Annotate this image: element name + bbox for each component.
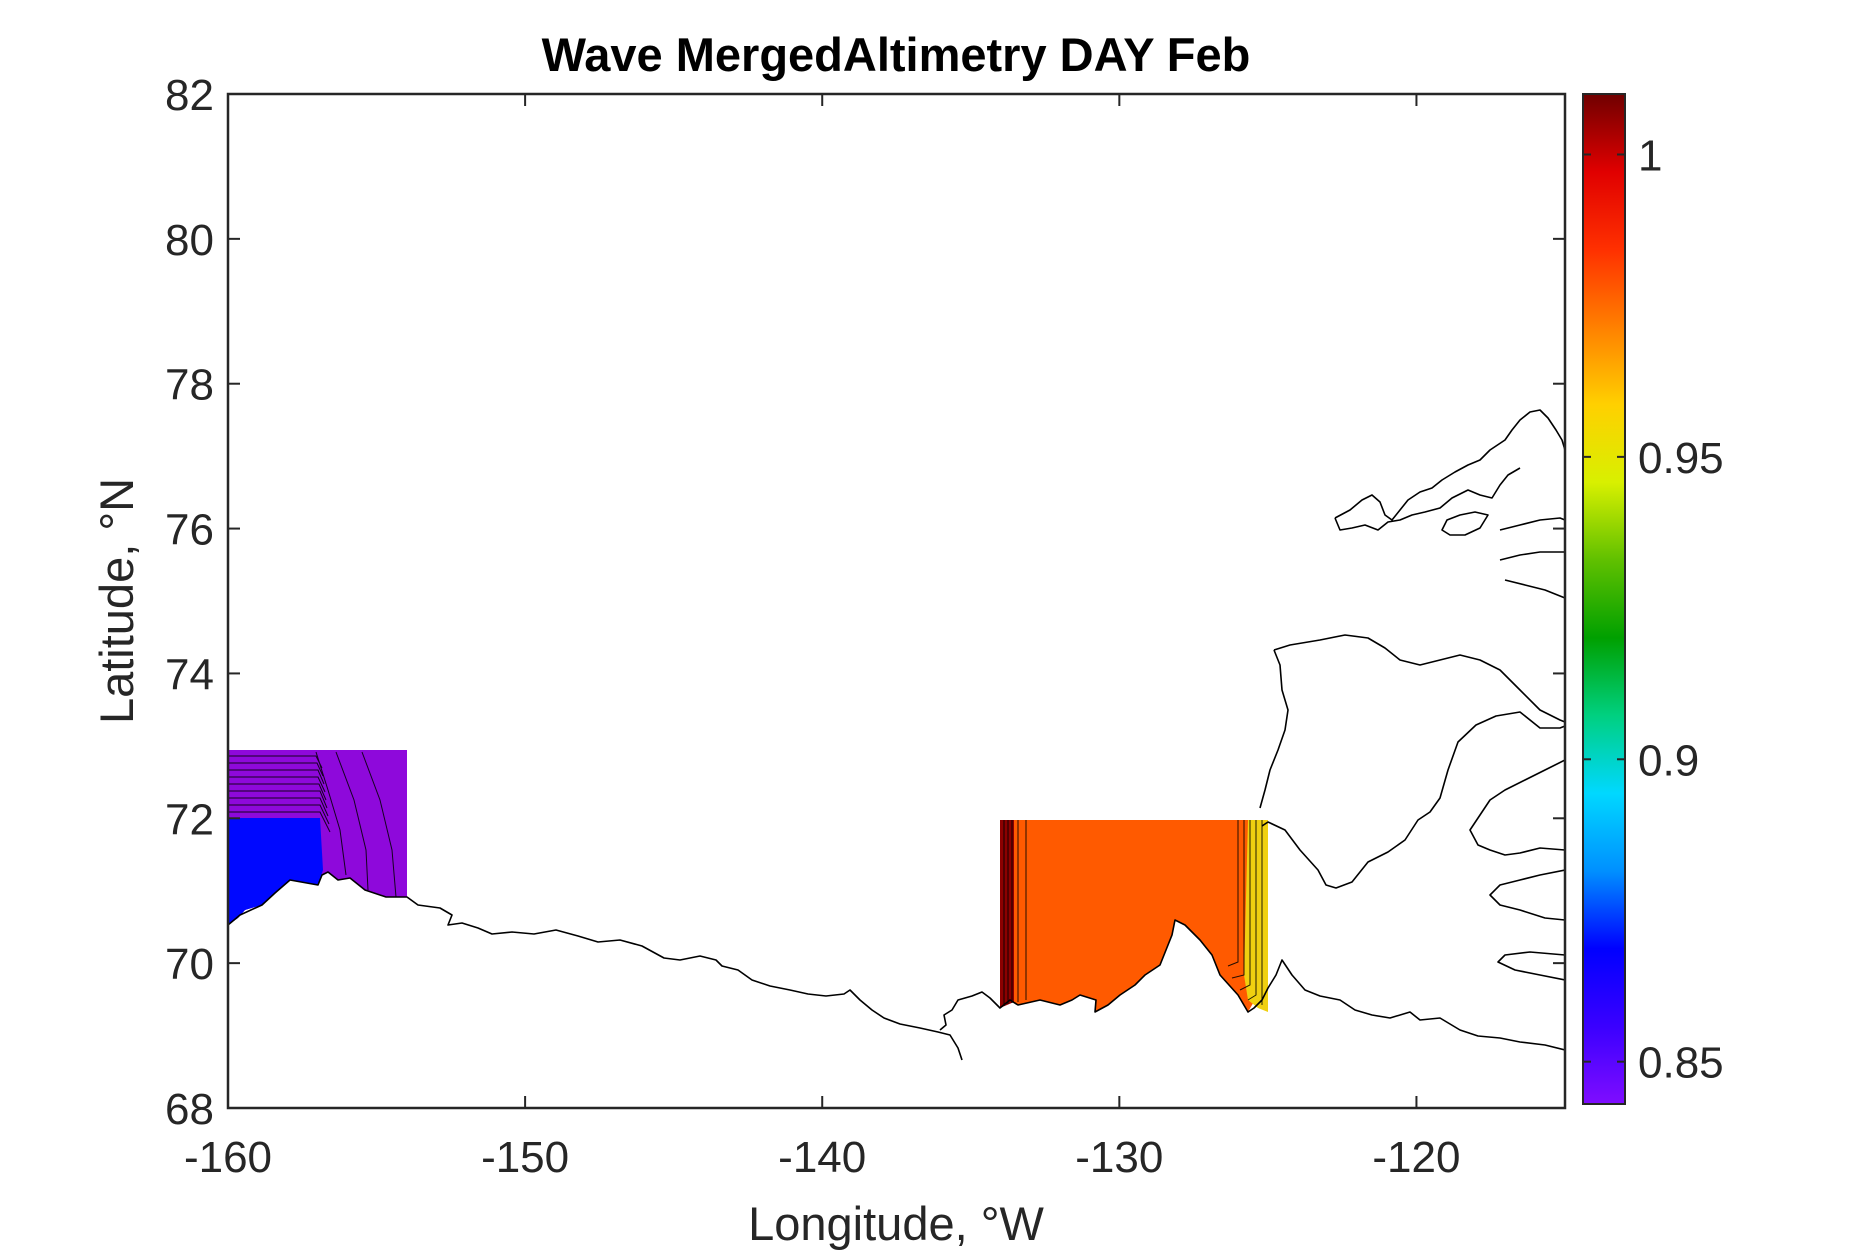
- victoria-island-coastline: [1469, 759, 1565, 981]
- y-tick-label: 82: [165, 71, 214, 120]
- y-tick-label: 76: [165, 506, 214, 555]
- north-slope-coastline: [228, 871, 963, 1061]
- western-region-blue-fill: [228, 818, 323, 925]
- x-tick-label: -120: [1372, 1133, 1460, 1182]
- y-tick-label: 80: [165, 216, 214, 265]
- colorbar-bar: [1582, 93, 1626, 1105]
- eastern-region-orange-fill: [1000, 820, 1268, 1012]
- mackenzie-coastline: [939, 919, 1565, 1051]
- queen-elizabeth-islands-coastline: [1334, 409, 1565, 599]
- y-tick-label: 70: [165, 940, 214, 989]
- x-tick-label: -150: [481, 1133, 569, 1182]
- eastern-region: [1000, 820, 1268, 1012]
- colorbar: 0.85 0.9 0.95 1: [1582, 93, 1724, 1105]
- plot-frame: [226, 92, 1567, 1110]
- y-axis-ticks: [228, 93, 1565, 1109]
- eastern-region-contour-lines: [1003, 820, 1263, 1006]
- y-tick-label: 68: [165, 1085, 214, 1134]
- chart-title: Wave MergedAltimetry DAY Feb: [542, 28, 1251, 81]
- x-tick-label: -160: [184, 1133, 272, 1182]
- western-region: [228, 750, 407, 925]
- cape-bathurst-coastline: [1261, 711, 1565, 889]
- colorbar-ticks: [1583, 153, 1625, 1063]
- colorbar-tick-label: 0.85: [1638, 1039, 1724, 1088]
- x-tick-label: -140: [778, 1133, 866, 1182]
- y-tick-label: 74: [165, 650, 214, 699]
- x-axis-ticks: [227, 94, 1418, 1108]
- colorbar-tick-label: 1: [1638, 131, 1662, 180]
- x-tick-label: -130: [1075, 1133, 1163, 1182]
- banks-island-coastline: [1259, 634, 1565, 809]
- plot-area: [228, 94, 1565, 1108]
- y-axis-tick-labels: 68 70 72 74 76 78 80 82: [165, 71, 214, 1134]
- x-axis-tick-labels: -160 -150 -140 -130 -120: [184, 1133, 1461, 1182]
- y-tick-label: 72: [165, 795, 214, 844]
- x-axis-label: Longitude, °W: [748, 1197, 1044, 1250]
- coastlines: [228, 409, 1565, 1061]
- y-axis-label: Latitude, °N: [90, 478, 143, 724]
- y-tick-label: 78: [165, 361, 214, 410]
- western-region-contour-lines: [228, 751, 397, 898]
- colorbar-tick-label: 0.9: [1638, 736, 1699, 785]
- colorbar-tick-label: 0.95: [1638, 434, 1724, 483]
